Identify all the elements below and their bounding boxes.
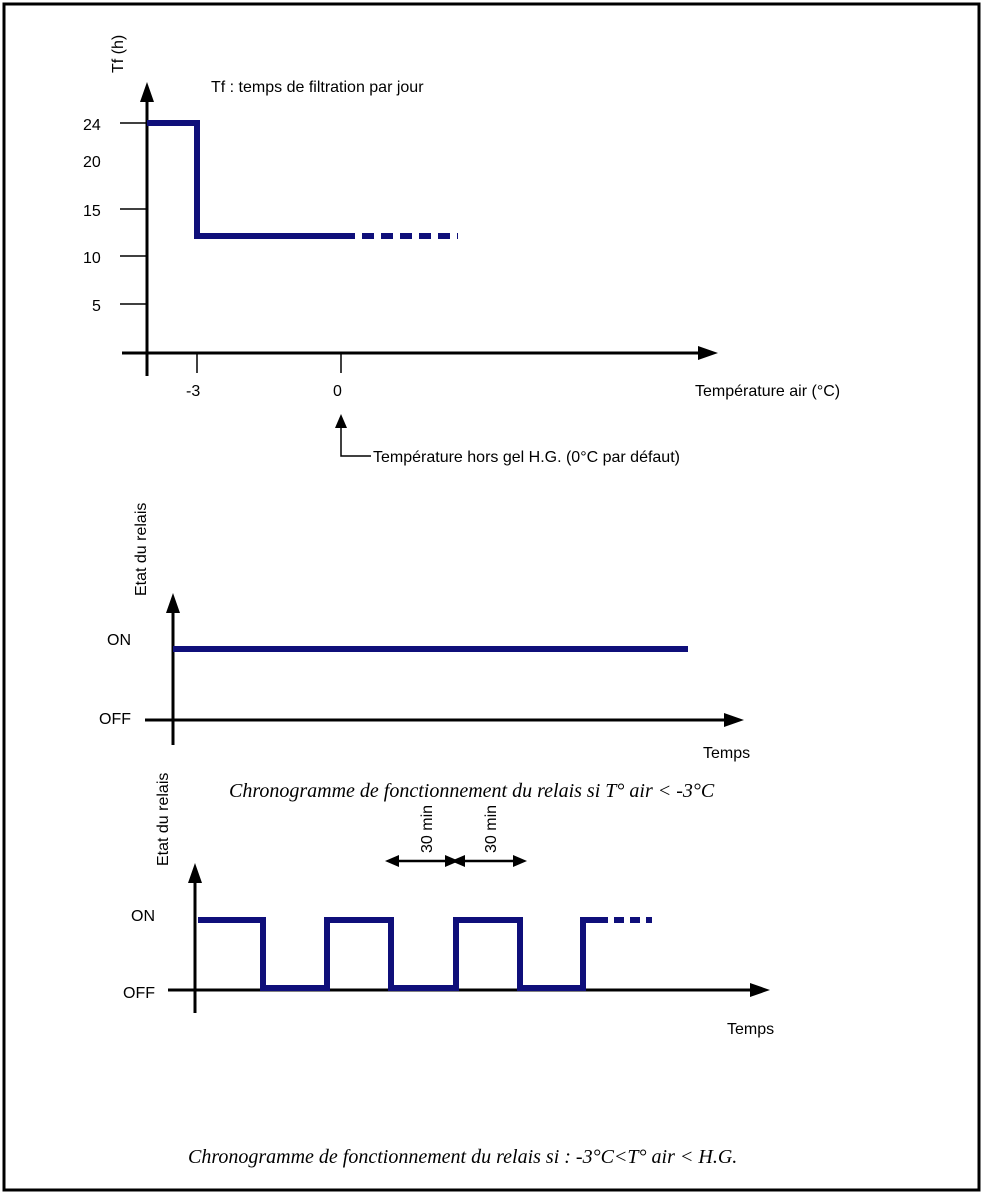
state-on-label: ON — [107, 632, 131, 649]
x-tick-label-0: 0 — [333, 383, 342, 400]
x-axis-label: Temps — [703, 745, 750, 762]
y-axis-arrowhead — [140, 82, 154, 102]
state-off-label: OFF — [123, 985, 155, 1002]
y-tick-label-20: 20 — [83, 154, 101, 171]
caption: Chronogramme de fonctionnement du relais… — [188, 1146, 737, 1168]
interval-arrow-2-left-head — [451, 855, 465, 867]
x-axis-label: Temps — [727, 1021, 774, 1038]
state-off-label: OFF — [99, 711, 131, 728]
hg-pointer-line — [340, 426, 371, 457]
interval-label-2: 30 min — [483, 805, 500, 853]
relay-chart-continuous: Etat du relais ON OFF Temps Chronogramme… — [99, 503, 750, 802]
x-axis-arrowhead — [724, 713, 744, 727]
y-axis-arrowhead — [166, 593, 180, 613]
relay-chart-cycling: Etat du relais ON OFF Temps 30 min 30 mi… — [123, 773, 774, 1168]
relay-square-wave — [198, 917, 598, 991]
x-axis-arrowhead — [750, 983, 770, 997]
y-tick-label-24: 24 — [83, 117, 101, 134]
hg-annotation: Température hors gel H.G. (0°C par défau… — [373, 449, 680, 466]
interval-arrow-1-left-head — [385, 855, 399, 867]
interval-arrow-2-right-head — [513, 855, 527, 867]
y-axis-arrowhead — [188, 863, 202, 883]
legend-note: Tf : temps de filtration par jour — [211, 79, 424, 96]
x-tick-label-minus3: -3 — [186, 383, 200, 400]
caption: Chronogramme de fonctionnement du relais… — [229, 780, 715, 802]
x-axis-arrowhead — [698, 346, 718, 360]
interval-label-1: 30 min — [419, 805, 436, 853]
state-on-label: ON — [131, 908, 155, 925]
y-tick-label-15: 15 — [83, 203, 101, 220]
filtration-time-chart: Tf (h) Tf : temps de filtration par jour… — [83, 35, 840, 466]
hg-pointer-arrowhead — [335, 414, 347, 428]
y-axis-label: Tf (h) — [110, 35, 127, 73]
y-tick-label-5: 5 — [92, 298, 101, 315]
y-axis-label: Etat du relais — [133, 503, 150, 596]
x-axis-label: Température air (°C) — [695, 383, 840, 400]
y-tick-label-10: 10 — [83, 250, 101, 267]
filtration-curve — [147, 120, 343, 239]
y-axis-label: Etat du relais — [155, 773, 172, 866]
